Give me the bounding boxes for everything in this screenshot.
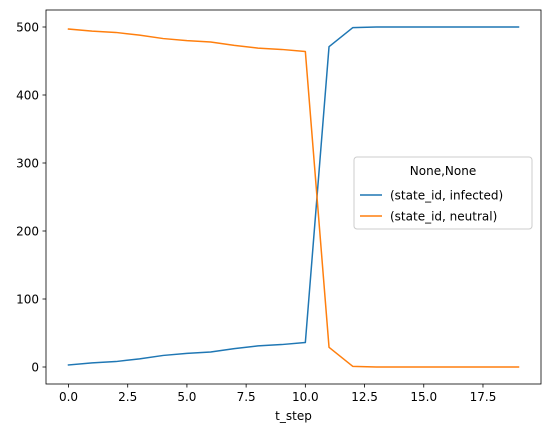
y-tick-label: 100: [16, 292, 39, 306]
x-axis-label: t_step: [275, 409, 312, 423]
y-tick-label: 0: [31, 360, 39, 374]
legend-label-1: (state_id, neutral): [390, 209, 497, 223]
y-axis-ticks: 0 100 200 300 400 500: [16, 20, 46, 374]
plot-lines: [67, 26, 520, 368]
legend-title: None,None: [410, 164, 476, 178]
x-tick-label: 10.0: [292, 390, 319, 404]
x-tick-label: 17.5: [470, 390, 497, 404]
y-tick-label: 200: [16, 224, 39, 238]
y-tick-label: 300: [16, 156, 39, 170]
x-tick-label: 7.5: [237, 390, 256, 404]
legend: None,None (state_id, infected) (state_id, …: [353, 156, 533, 230]
y-tick-label: 500: [16, 20, 39, 34]
series-line-0: [67, 26, 520, 366]
legend-label-0: (state_id, infected): [390, 188, 503, 202]
x-tick-label: 5.0: [177, 390, 196, 404]
x-tick-label: 2.5: [118, 390, 137, 404]
y-tick-label: 400: [16, 88, 39, 102]
axes-frame: [45, 9, 542, 385]
x-tick-label: 15.0: [410, 390, 437, 404]
legend-box: [353, 156, 533, 230]
x-tick-label: 12.5: [351, 390, 378, 404]
x-axis-ticks: 0.0 2.5 5.0 7.5 10.0 12.5 15.0 17.5: [59, 384, 496, 404]
x-tick-label: 0.0: [59, 390, 78, 404]
series-line-1: [67, 28, 520, 368]
